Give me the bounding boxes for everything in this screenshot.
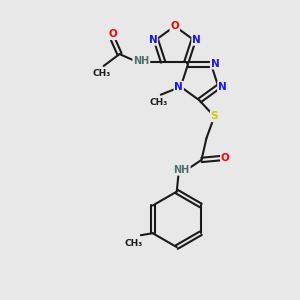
Text: CH₃: CH₃ (93, 69, 111, 78)
Text: N: N (211, 58, 220, 69)
Text: NH: NH (174, 165, 190, 175)
Text: CH₃: CH₃ (150, 98, 168, 107)
Text: N: N (174, 82, 183, 92)
Text: CH₃: CH₃ (125, 239, 143, 248)
Text: NH: NH (133, 56, 149, 66)
Text: N: N (148, 35, 157, 45)
Text: N: N (192, 35, 201, 45)
Text: S: S (211, 111, 218, 121)
Text: O: O (221, 153, 230, 163)
Text: O: O (108, 29, 117, 39)
Text: O: O (170, 21, 179, 31)
Text: N: N (218, 82, 227, 92)
